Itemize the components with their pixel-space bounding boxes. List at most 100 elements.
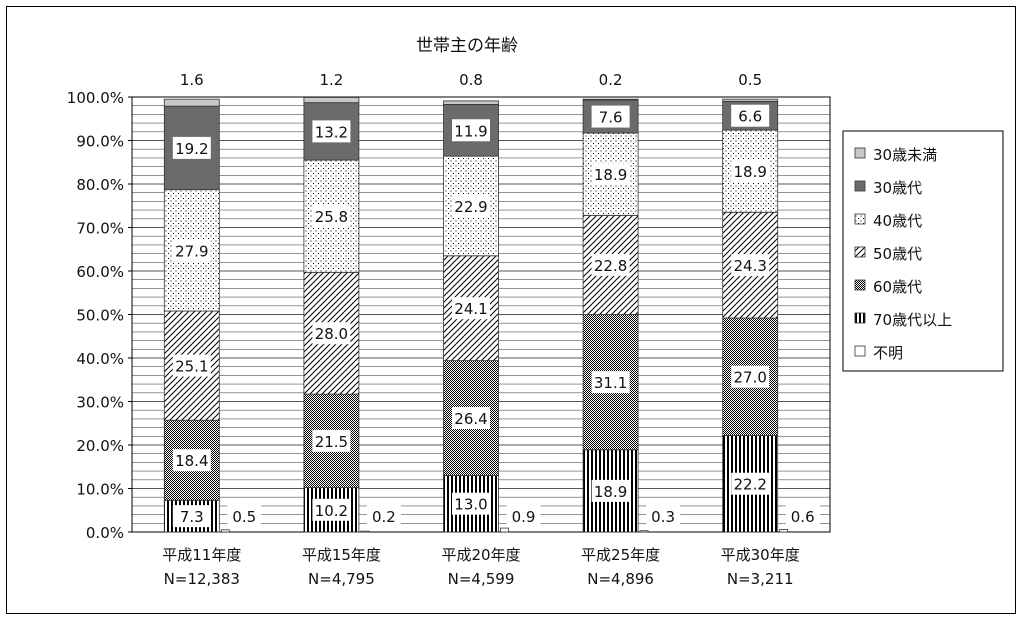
legend-swatch [854,312,866,324]
data-label: 13.2 [315,123,348,141]
chart-svg: 7.3 18.4 25.1 27.9 19.2 1.6 0.5 10.2 21.5 28.0 25.… [67,36,1004,588]
data-label-bg [172,354,211,377]
bar-segment-unknown [500,527,509,533]
data-label-bg [452,297,490,320]
data-label-bg [312,498,351,521]
bar-segment-unknown [220,529,230,533]
chart-title: 世帯主の年齢 [416,36,518,56]
chart-frame: 7.3 18.4 25.1 27.9 19.2 1.6 0.5 10.2 21.5 28.0 25.… [6,6,1016,614]
y-tick-label: 80.0% [76,176,124,194]
legend-label: 40歳代 [873,212,922,230]
data-label: 6.6 [738,108,762,126]
legend-swatch [854,345,866,357]
data-label-bg [312,120,351,143]
data-label-bg [731,365,770,388]
data-label-bg [591,105,630,128]
axis-layer: 0.0% 10.0% 20.0% 30.0% 40.0% 50.0% 60.0% 70.0% 8… [67,89,800,588]
x-n-label: N=4,599 [448,570,515,588]
data-label-bg [312,322,351,345]
data-label-bg [172,239,211,262]
data-label: 22.8 [594,257,627,275]
data-label-bg [591,479,630,502]
legend-box [842,130,1004,372]
data-label-unknown: 0.9 [512,508,536,526]
legend-swatch [854,147,866,159]
y-tick-label: 100.0% [67,89,124,107]
y-tick-label: 90.0% [76,133,124,151]
data-label-bg [506,505,541,527]
bar-segment [303,97,360,104]
x-category-label: 平成20年度 [441,546,520,564]
data-label-bg [172,449,211,472]
data-label: 18.4 [175,452,208,470]
data-label-unknown: 0.6 [791,508,815,526]
y-tick-label: 10.0% [76,481,124,499]
data-label: 26.4 [454,410,487,428]
x-category-label: 平成11年度 [162,546,241,564]
data-label-bg [172,136,211,159]
data-label-bg [227,505,262,527]
data-label: 31.1 [594,374,627,392]
data-label-bg [312,429,351,452]
legend-swatch [854,213,866,225]
data-label: 21.5 [315,433,348,451]
bar-segment [722,98,779,102]
legend-label: 不明 [873,344,903,362]
data-label-unknown: 0.5 [232,508,256,526]
data-label: 1.2 [319,71,343,89]
bar-segment-unknown [360,530,370,533]
data-label-bg [731,472,770,495]
data-label: 10.2 [315,502,348,520]
x-n-label: N=4,896 [587,570,654,588]
data-label: 24.3 [733,257,766,275]
legend-label: 60歳代 [873,278,922,296]
y-tick-label: 50.0% [76,307,124,325]
data-label: 28.0 [315,325,348,343]
y-tick-label: 40.0% [76,350,124,368]
bar-segment [163,98,220,107]
data-label-bg [312,205,351,228]
x-category-label: 平成15年度 [302,546,381,564]
data-label: 22.2 [733,476,766,494]
data-label: 24.1 [454,300,487,318]
legend-swatch [854,279,866,291]
y-tick-label: 30.0% [76,394,124,412]
data-label-bg [591,371,630,394]
data-label: 13.0 [454,496,487,514]
data-label-bg [452,119,490,142]
y-tick-label: 70.0% [76,220,124,238]
data-label-bg [452,194,490,217]
data-label-bg [452,492,490,515]
data-label: 1.6 [180,71,204,89]
data-label-bg [452,407,490,430]
data-label-bg [731,254,770,277]
legend-label: 50歳代 [873,245,922,263]
data-label: 25.1 [175,358,208,376]
data-label: 0.8 [459,71,483,89]
data-label-bg [646,505,681,527]
data-label: 7.3 [180,508,204,526]
data-label: 25.8 [315,208,348,226]
legend-label: 30歳未満 [873,146,937,164]
legend-swatch [854,180,866,192]
legend-swatch [854,246,866,258]
y-tick-label: 0.0% [86,524,124,542]
data-label-unknown: 0.2 [372,508,396,526]
data-label: 0.5 [738,71,762,89]
data-label-bg [366,505,401,527]
data-label: 27.0 [733,369,766,387]
x-n-label: N=4,795 [308,570,375,588]
data-label-bg [731,104,770,127]
data-label-unknown: 0.3 [651,508,675,526]
data-label-bg [731,160,770,183]
data-label-bg [785,505,820,527]
x-category-label: 平成25年度 [581,546,660,564]
bar-segment-unknown [639,530,649,533]
data-label-bg [591,253,630,276]
x-n-label: N=12,383 [164,570,240,588]
data-label: 18.9 [594,483,627,501]
labels-layer: 7.3 18.4 25.1 27.9 19.2 1.6 0.5 10.2 21.5 28.0 25.… [172,71,820,528]
bar-segment-unknown [779,528,789,533]
y-tick-label: 20.0% [76,437,124,455]
data-label-bg [172,505,211,528]
